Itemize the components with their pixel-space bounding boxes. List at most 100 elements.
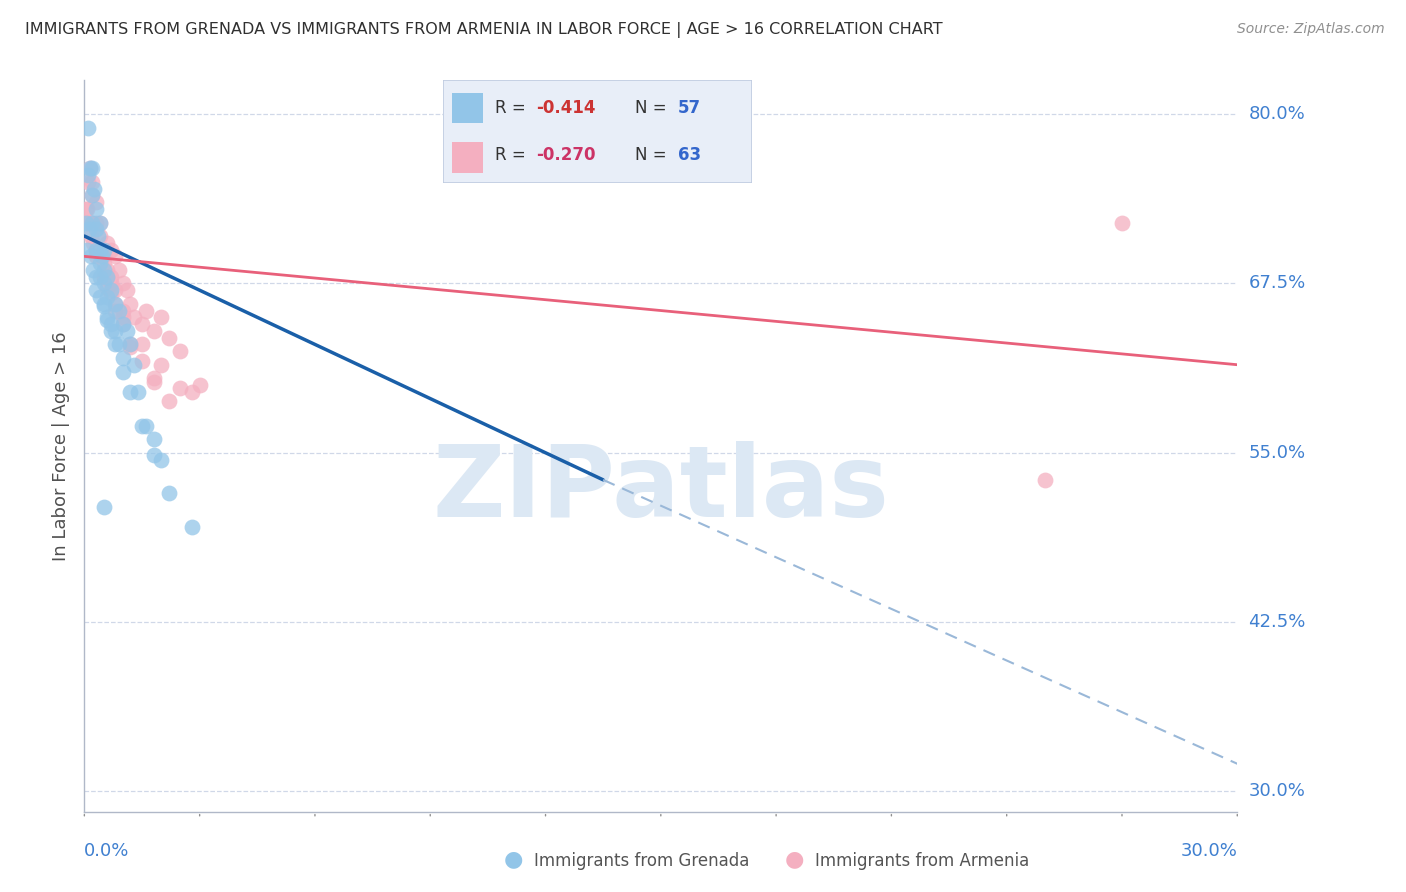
Point	[96, 269, 118, 284]
Point	[100, 285, 122, 300]
Point	[131, 418, 153, 433]
Point	[115, 324, 138, 338]
Point	[79, 161, 101, 176]
Point	[104, 283, 127, 297]
Text: -0.414: -0.414	[536, 99, 595, 117]
Point	[80, 175, 103, 189]
Point	[111, 277, 134, 291]
Point	[120, 337, 142, 351]
Point	[82, 263, 104, 277]
Point	[108, 263, 131, 277]
Point	[89, 215, 111, 229]
Point	[93, 277, 115, 291]
Point	[142, 324, 165, 338]
Point	[89, 215, 111, 229]
Point	[93, 269, 115, 284]
Text: ●: ●	[503, 850, 523, 870]
Point	[96, 263, 118, 277]
Point	[84, 215, 107, 229]
Y-axis label: In Labor Force | Age > 16: In Labor Force | Age > 16	[52, 331, 70, 561]
Text: R =: R =	[495, 99, 531, 117]
Point	[142, 432, 165, 446]
Point	[80, 215, 103, 229]
Point	[80, 229, 103, 244]
Point	[108, 337, 131, 351]
Point	[120, 340, 142, 354]
Point	[111, 364, 134, 378]
Point	[100, 283, 122, 297]
Point	[100, 277, 122, 291]
Bar	[453, 142, 484, 173]
Point	[77, 120, 100, 135]
Point	[157, 394, 180, 409]
Text: R =: R =	[495, 146, 531, 164]
Point	[77, 215, 100, 229]
Point	[77, 222, 100, 236]
Point	[84, 269, 107, 284]
Point	[89, 256, 111, 270]
Point	[120, 337, 142, 351]
Point	[93, 300, 115, 314]
Point	[111, 317, 134, 331]
Point	[93, 297, 115, 311]
Text: N =: N =	[634, 146, 672, 164]
Text: 55.0%: 55.0%	[1249, 444, 1306, 462]
Point	[181, 384, 204, 399]
Point	[80, 188, 103, 202]
Point	[188, 378, 211, 392]
Point	[100, 317, 122, 331]
Point	[77, 168, 100, 182]
Text: IMMIGRANTS FROM GRENADA VS IMMIGRANTS FROM ARMENIA IN LABOR FORCE | AGE > 16 COR: IMMIGRANTS FROM GRENADA VS IMMIGRANTS FR…	[25, 22, 943, 38]
Point	[150, 358, 173, 372]
Point	[181, 520, 204, 534]
Point	[150, 310, 173, 325]
Point	[124, 310, 146, 325]
Text: 0.0%: 0.0%	[84, 842, 129, 860]
Point	[80, 188, 103, 202]
Point	[127, 384, 149, 399]
Point	[79, 161, 101, 176]
Point	[100, 269, 122, 284]
Point	[80, 249, 103, 263]
Point	[131, 317, 153, 331]
Point	[108, 303, 131, 318]
Text: ●: ●	[785, 850, 804, 870]
Point	[89, 243, 111, 257]
Point	[120, 297, 142, 311]
Point	[104, 337, 127, 351]
Point	[100, 324, 122, 338]
Point	[89, 243, 111, 257]
Point	[82, 235, 104, 250]
Text: N =: N =	[634, 99, 672, 117]
Text: 30.0%: 30.0%	[1249, 782, 1305, 800]
Point	[93, 243, 115, 257]
Point	[135, 418, 157, 433]
Point	[169, 381, 191, 395]
Point	[169, 344, 191, 359]
Point	[1033, 473, 1056, 487]
Point	[87, 229, 110, 244]
Point	[80, 161, 103, 176]
Point	[96, 269, 118, 284]
Point	[96, 310, 118, 325]
Text: Immigrants from Armenia: Immigrants from Armenia	[815, 852, 1029, 870]
Point	[104, 324, 127, 338]
Point	[142, 371, 165, 385]
Point	[124, 358, 146, 372]
Point	[80, 215, 103, 229]
Point	[89, 229, 111, 244]
Point	[131, 337, 153, 351]
Point	[93, 269, 115, 284]
Text: 57: 57	[678, 99, 702, 117]
Point	[89, 269, 111, 284]
Point	[104, 303, 127, 318]
Point	[96, 290, 118, 304]
Point	[90, 249, 112, 263]
Text: 80.0%: 80.0%	[1249, 105, 1305, 123]
Text: 30.0%: 30.0%	[1181, 842, 1237, 860]
Point	[84, 243, 107, 257]
Point	[104, 297, 127, 311]
Point	[96, 280, 118, 294]
Point	[76, 243, 98, 257]
Point	[84, 195, 107, 210]
